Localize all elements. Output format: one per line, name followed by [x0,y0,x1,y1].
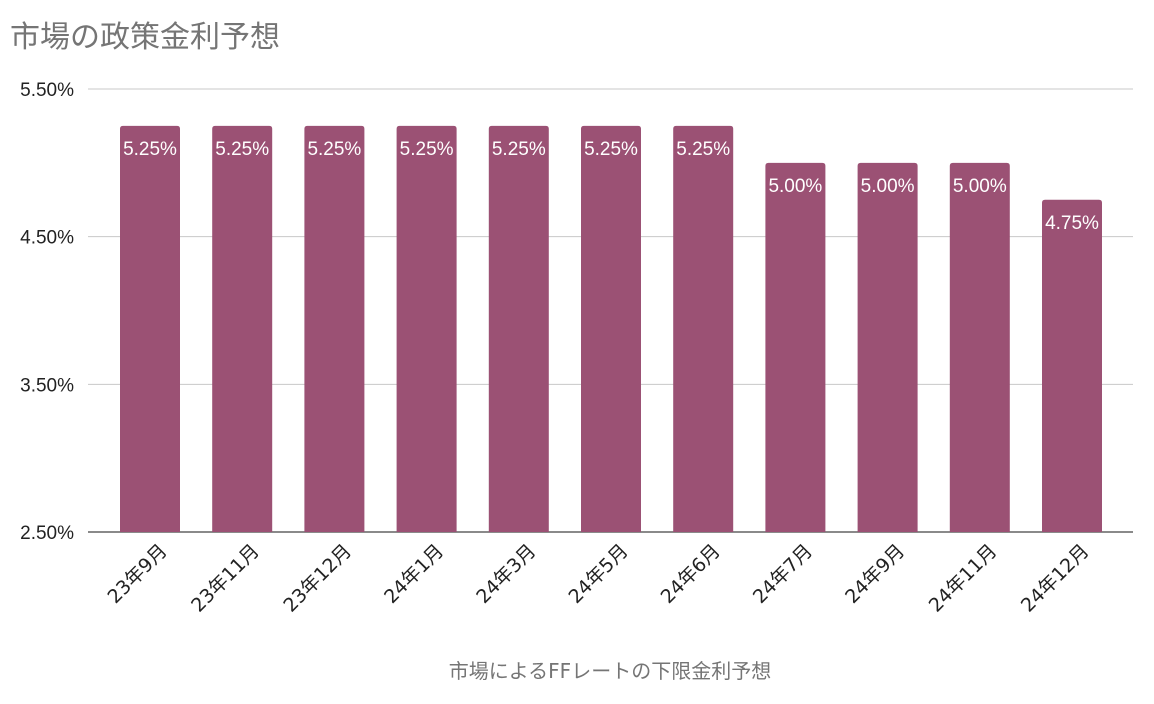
x-tick-label: 23年12月 [279,540,356,617]
x-tick-label: 24年5月 [564,540,632,608]
bar [212,125,273,533]
y-tick-label: 3.50% [20,375,74,396]
x-tick-label: 24年12月 [1017,540,1094,617]
x-tick-label: 24年11月 [925,540,1002,617]
bar [304,125,365,533]
chart-title: 市場の政策金利予想 [10,20,280,55]
data-label: 5.25% [676,139,730,160]
x-tick-label: 23年11月 [187,540,264,617]
data-label: 5.00% [953,176,1007,197]
y-axis: 2.50% 3.50% 4.50% 5.50% [20,80,74,544]
bars [120,125,1102,533]
data-label: 5.25% [123,139,177,160]
bar [581,125,641,533]
bar [949,162,1010,533]
bar [488,125,549,533]
x-tick-label: 24年1月 [380,540,448,608]
data-label: 5.00% [861,176,915,197]
y-tick-label: 4.50% [20,228,74,249]
data-label: 5.25% [307,139,361,160]
x-tick-label: 24年3月 [472,540,540,608]
data-label: 5.25% [400,139,454,160]
data-labels: 5.25% 5.25% 5.25% 5.25% 5.25% 5.25% 5.25% 5.00%… [122,137,1101,235]
y-tick-label: 2.50% [20,523,74,544]
x-axis-label: 市場によるFFレートの下限金利予想 [449,659,771,683]
x-tick-label: 23年9月 [103,540,171,608]
data-label: 5.25% [492,139,546,160]
data-label: 5.00% [768,176,822,197]
x-tick-label: 24年7月 [749,540,817,608]
bar [857,162,918,533]
bar [1042,199,1102,532]
bar [673,125,734,533]
y-tick-label: 5.50% [20,80,74,101]
bar [120,125,180,533]
x-tick-label: 24年6月 [657,540,725,608]
data-label: 5.25% [215,139,269,160]
bar [396,125,457,533]
data-label: 4.75% [1045,213,1099,234]
bar [765,162,826,533]
data-label: 5.25% [584,139,638,160]
x-axis: 23年9月 23年11月 23年12月 24年1月 24年3月 24年5月 24年6月 24年… [103,540,1093,617]
x-tick-label: 24年9月 [841,540,909,608]
